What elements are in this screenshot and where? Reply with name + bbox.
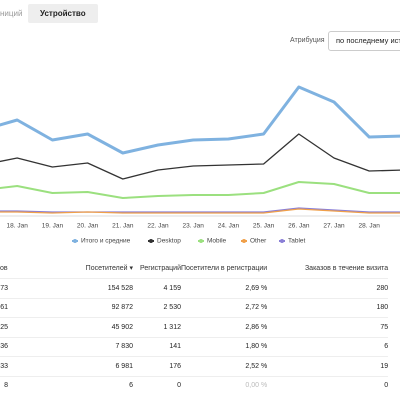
header-cell: ов xyxy=(0,264,8,272)
table-cell: 2,69 % xyxy=(181,278,268,298)
table-cell: 0 xyxy=(133,375,181,395)
table-cell: 7 830 xyxy=(8,336,133,357)
x-tick-label: 24. Jan xyxy=(218,223,240,230)
x-tick-label: 28. Jan xyxy=(359,223,381,230)
legend-dot xyxy=(280,239,284,243)
table-cell: 6 981 xyxy=(8,356,133,376)
header-cell: Посетителей ▾ xyxy=(85,265,133,272)
header-cell: Заказов в течение визита xyxy=(304,264,389,272)
data-table: ов Посетителей ▾ Регистраций Посетители в р… xyxy=(0,258,389,395)
table-row: 36 7 830 141 1,80 % 6 xyxy=(0,336,389,357)
table-cell: 2,86 % xyxy=(181,317,268,337)
table-cell: 1,80 % xyxy=(181,336,268,357)
table-cell: 2,52 % xyxy=(181,356,268,376)
x-tick-label: 23. Jan xyxy=(183,223,205,230)
legend-label: Tablet xyxy=(288,238,306,245)
table-cell: 92 872 xyxy=(8,297,133,318)
table-cell: 33 xyxy=(0,356,8,376)
table-cell: 2 530 xyxy=(133,297,181,318)
tab[interactable]: ниций xyxy=(0,9,23,18)
legend-label: Other xyxy=(250,238,267,245)
legend-label: Mobile xyxy=(207,238,227,245)
series-line xyxy=(0,207,400,213)
legend-dot xyxy=(149,239,153,243)
table-cell: 180 xyxy=(267,297,389,318)
table-cell: 25 xyxy=(0,317,8,337)
table-cell: 2,72 % xyxy=(181,297,268,318)
legend-dot xyxy=(199,239,203,243)
table-row: 25 45 902 1 312 2,86 % 75 xyxy=(0,317,389,337)
header-row: ов Посетителей ▾ Регистраций Посетители в р… xyxy=(0,258,388,279)
header-cell: Регистраций xyxy=(139,264,181,272)
legend-label: Итого и средние xyxy=(81,238,131,245)
table-cell: 36 xyxy=(0,336,8,357)
tab-bar: ниций Устройство xyxy=(0,4,400,23)
table-cell: 4 159 xyxy=(133,278,181,298)
header-cell: Посетители в регистрации xyxy=(181,264,268,272)
series-line xyxy=(0,208,400,214)
x-tick-label: 26. Jan xyxy=(288,223,310,230)
x-tick-label: 20. Jan xyxy=(77,223,99,230)
x-tick-label: 22. Jan xyxy=(147,223,169,230)
table-row: 33 6 981 176 2,52 % 19 xyxy=(0,356,389,376)
table-cell: 61 xyxy=(0,297,8,318)
x-tick-label: 18. Jan xyxy=(7,223,29,230)
attribution-label: Атрибуция xyxy=(290,37,325,44)
table-cell: 6 xyxy=(8,375,133,395)
chart: 18. Jan 19. Jan 20. Jan 21. Jan 22. Jan 23. J… xyxy=(0,85,400,245)
x-tick-label: 21. Jan xyxy=(112,223,134,230)
table-cell: 154 528 xyxy=(8,278,133,298)
table-cell: 6 xyxy=(267,336,389,357)
table-cell: 73 xyxy=(0,278,8,298)
attribution-dropdown[interactable]: по последнему источ xyxy=(328,31,400,51)
series-line xyxy=(0,85,400,155)
table-cell: 176 xyxy=(133,356,181,376)
table-cell: 8 xyxy=(0,375,8,395)
table-cell: 75 xyxy=(267,317,389,337)
table-cell: 0,00 % xyxy=(181,375,268,395)
table-row: 8 6 0 0,00 % 0 xyxy=(0,375,389,395)
table-cell: 0 xyxy=(267,375,389,395)
table-cell: 280 xyxy=(267,278,389,298)
table-row: 73 154 528 4 159 2,69 % 280 xyxy=(0,278,389,298)
x-tick-label: 27. Jan xyxy=(323,223,345,230)
table-cell: 45 902 xyxy=(8,317,133,337)
table-cell: 141 xyxy=(133,336,181,357)
table-row: 61 92 872 2 530 2,72 % 180 xyxy=(0,297,389,318)
legend-dot xyxy=(73,239,77,243)
table-cell: 1 312 xyxy=(133,317,181,337)
series-line xyxy=(0,181,400,199)
x-tick-label: 25. Jan xyxy=(253,223,275,230)
legend-label: Desktop xyxy=(157,238,181,245)
tab-active[interactable]: Устройство xyxy=(28,4,98,23)
table-cell: 19 xyxy=(267,356,389,376)
legend-dot xyxy=(242,239,246,243)
series-line xyxy=(0,133,400,180)
x-tick-label: 19. Jan xyxy=(42,223,64,230)
